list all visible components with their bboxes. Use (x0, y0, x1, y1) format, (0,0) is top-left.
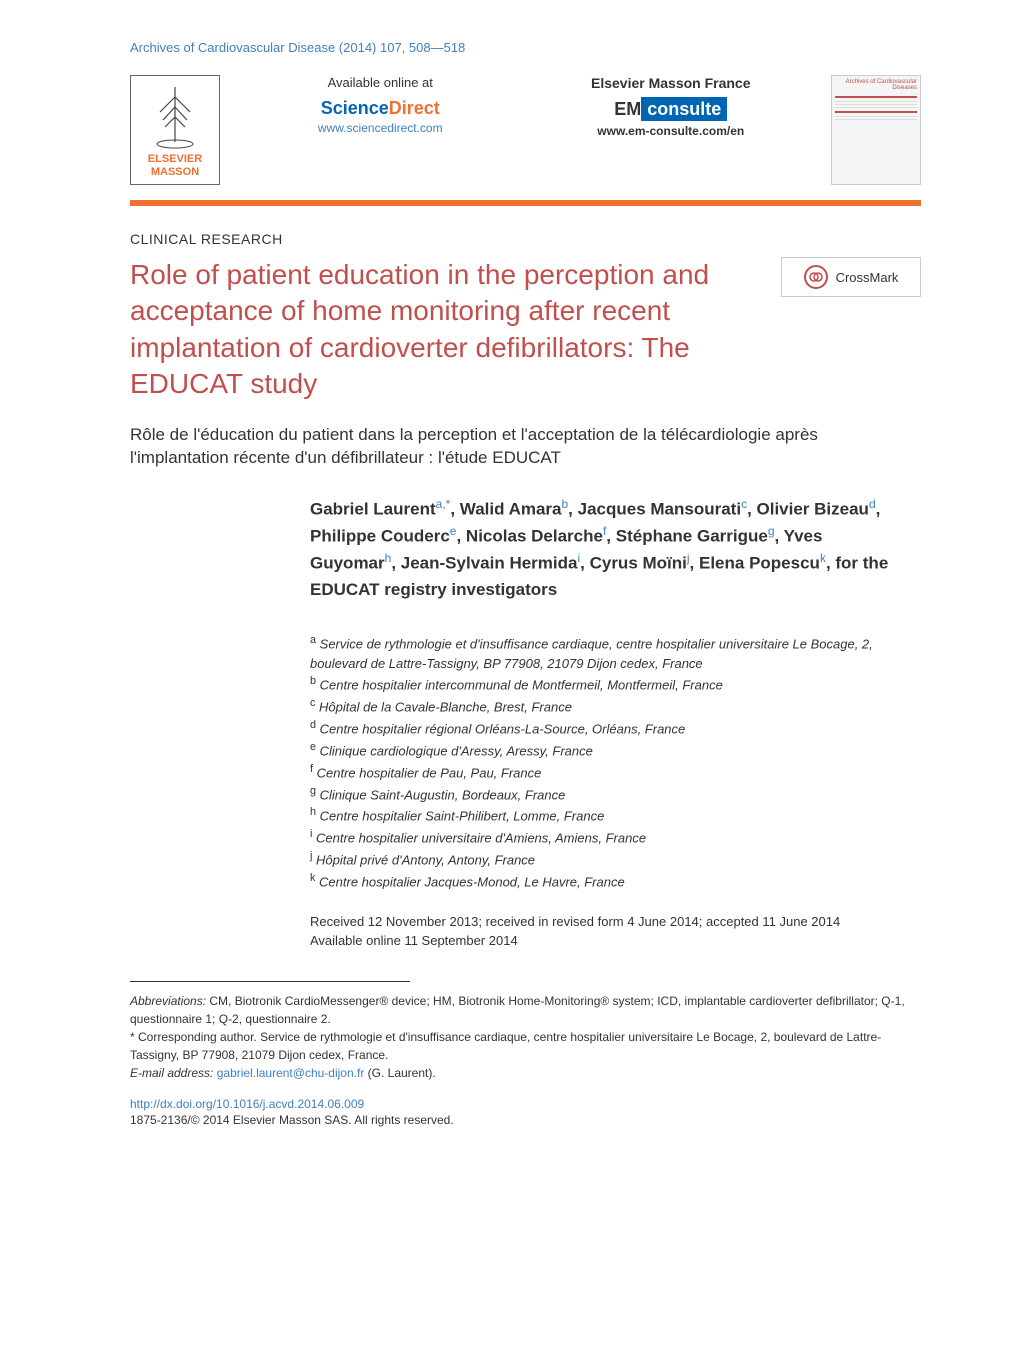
top-section: ELSEVIER MASSON Available online at Scie… (130, 75, 921, 185)
journal-cover-thumbnail: Archives of Cardiovascular Diseases (831, 75, 921, 185)
title-row: Role of patient education in the percept… (130, 257, 921, 423)
footer-rule (130, 981, 410, 982)
doi-link[interactable]: http://dx.doi.org/10.1016/j.acvd.2014.06… (130, 1097, 921, 1111)
affiliation-item: k Centre hospitalier Jacques-Monod, Le H… (310, 870, 901, 892)
article-subtitle-french: Rôle de l'éducation du patient dans la p… (130, 423, 921, 471)
sciencedirect-column: Available online at ScienceDirect www.sc… (250, 75, 511, 138)
online-links-section: Available online at ScienceDirect www.sc… (250, 75, 801, 138)
affiliation-item: f Centre hospitalier de Pau, Pau, France (310, 761, 901, 783)
crossmark-icon (804, 265, 828, 289)
publication-dates: Received 12 November 2013; received in r… (310, 912, 901, 951)
sciencedirect-logo: ScienceDirect (250, 98, 511, 119)
corresponding-author: * Corresponding author. Service de rythm… (130, 1028, 921, 1064)
sciencedirect-url[interactable]: www.sciencedirect.com (318, 121, 443, 135)
orange-divider-bar (130, 200, 921, 206)
affiliation-item: g Clinique Saint-Augustin, Bordeaux, Fra… (310, 783, 901, 805)
received-date: Received 12 November 2013; received in r… (310, 912, 901, 932)
available-online-text: Available online at (250, 75, 511, 90)
authors-list: Gabriel Laurenta,*, Walid Amarab, Jacque… (310, 495, 901, 602)
online-date: Available online 11 September 2014 (310, 931, 901, 951)
emconsulte-logo: EMconsulte (541, 99, 802, 120)
article-type: CLINICAL RESEARCH (130, 231, 921, 247)
footer-section: Abbreviations: CM, Biotronik CardioMesse… (130, 992, 921, 1082)
crossmark-label: CrossMark (836, 270, 899, 285)
article-title: Role of patient education in the percept… (130, 257, 761, 403)
emconsulte-url[interactable]: www.em-consulte.com/en (541, 124, 802, 138)
publisher-name: ELSEVIER MASSON (148, 153, 202, 179)
affiliation-item: e Clinique cardiologique d'Aressy, Aress… (310, 739, 901, 761)
affiliation-item: c Hôpital de la Cavale-Blanche, Brest, F… (310, 695, 901, 717)
email-link[interactable]: gabriel.laurent@chu-dijon.fr (217, 1066, 365, 1080)
journal-header: Archives of Cardiovascular Disease (2014… (130, 40, 921, 55)
copyright-text: 1875-2136/© 2014 Elsevier Masson SAS. Al… (130, 1113, 921, 1127)
abbreviations: Abbreviations: CM, Biotronik CardioMesse… (130, 992, 921, 1028)
emconsulte-column: Elsevier Masson France EMconsulte www.em… (541, 75, 802, 138)
affiliation-item: b Centre hospitalier intercommunal de Mo… (310, 673, 901, 695)
elsevier-masson-france-text: Elsevier Masson France (541, 75, 802, 91)
affiliation-item: d Centre hospitalier régional Orléans-La… (310, 717, 901, 739)
email-line: E-mail address: gabriel.laurent@chu-dijo… (130, 1064, 921, 1082)
publisher-logo: ELSEVIER MASSON (130, 75, 220, 185)
affiliation-item: i Centre hospitalier universitaire d'Ami… (310, 826, 901, 848)
elsevier-tree-icon (145, 81, 205, 153)
affiliation-item: h Centre hospitalier Saint-Philibert, Lo… (310, 804, 901, 826)
crossmark-badge[interactable]: CrossMark (781, 257, 921, 297)
affiliations-list: a Service de rythmologie et d'insuffisan… (310, 632, 901, 892)
affiliation-item: j Hôpital privé d'Antony, Antony, France (310, 848, 901, 870)
affiliation-item: a Service de rythmologie et d'insuffisan… (310, 632, 901, 673)
